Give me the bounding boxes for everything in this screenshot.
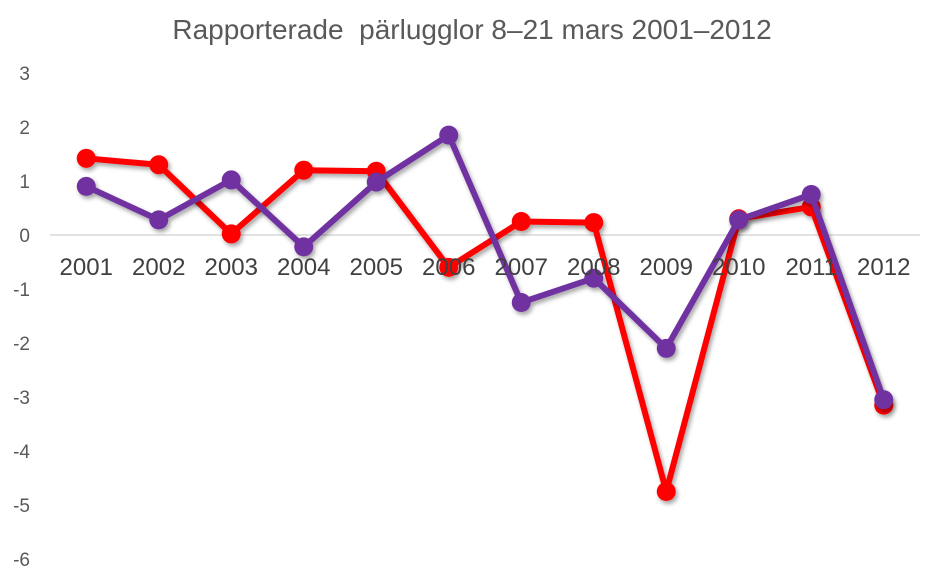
y-tick-label: 2 [19, 118, 30, 139]
data-point [439, 125, 459, 145]
series-layer [76, 125, 894, 501]
data-point [729, 210, 749, 230]
y-tick-label: -1 [13, 280, 30, 301]
series-1 [76, 125, 894, 410]
x-tick-label: 2010 [712, 254, 765, 281]
chart-title: Rapporterade pärlugglor 8–21 mars 2001–2… [172, 14, 772, 45]
x-tick-label: 2002 [132, 254, 185, 281]
y-tick-label: -2 [13, 334, 30, 355]
data-point [149, 210, 169, 230]
x-tick-label: 2007 [495, 254, 548, 281]
x-tick-label: 2012 [857, 254, 910, 281]
x-tick-label: 2006 [422, 254, 475, 281]
x-tick-label: 2005 [350, 254, 403, 281]
data-point [149, 155, 169, 175]
data-point [294, 237, 314, 257]
data-point [584, 268, 604, 288]
data-point [656, 482, 676, 501]
series-line [83, 132, 887, 403]
data-point [584, 213, 604, 233]
y-axis-ticks: 3 2 1 0 -1 -2 -3 -4 -5 -6 [13, 64, 30, 571]
y-tick-label: -5 [13, 496, 30, 517]
x-axis-ticks: 2001 2002 2003 2004 2005 2006 2007 2008 2009 2010… [60, 254, 911, 281]
data-point [221, 224, 241, 244]
data-point [76, 148, 96, 168]
data-point [366, 172, 386, 192]
x-tick-label: 2003 [205, 254, 258, 281]
data-point [874, 390, 894, 410]
y-tick-label: 0 [19, 226, 30, 247]
data-point [511, 293, 531, 312]
data-point [294, 160, 314, 180]
y-tick-label: -4 [13, 442, 30, 463]
data-point [76, 176, 96, 196]
x-tick-label: 2004 [277, 254, 330, 281]
data-point [221, 170, 241, 190]
x-tick-label: 2009 [640, 254, 693, 281]
y-tick-label: -3 [13, 388, 30, 409]
y-tick-label: 1 [19, 172, 30, 193]
data-point [656, 338, 676, 358]
data-point [801, 185, 821, 204]
y-tick-label: 3 [19, 64, 30, 85]
x-tick-label: 2001 [60, 254, 113, 281]
x-tick-label: 2011 [785, 254, 837, 281]
x-tick-label: 2008 [567, 254, 620, 281]
data-point [511, 212, 531, 231]
series-0 [76, 148, 894, 501]
data-point [439, 257, 459, 277]
y-tick-label: -6 [13, 550, 30, 571]
